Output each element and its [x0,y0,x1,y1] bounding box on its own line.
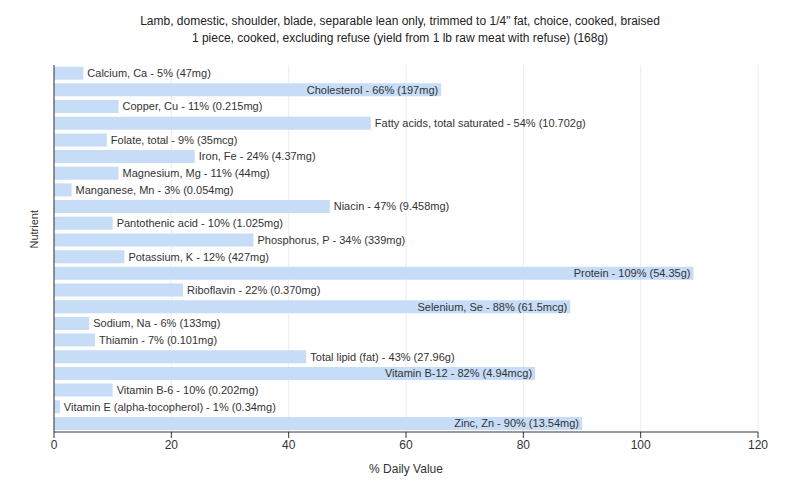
svg-text:Vitamin E (alpha-tocopherol) -: Vitamin E (alpha-tocopherol) - 1% (0.34m… [64,401,276,413]
svg-text:40: 40 [282,438,296,452]
svg-text:Vitamin B-6 - 10% (0.202mg): Vitamin B-6 - 10% (0.202mg) [117,384,259,396]
svg-text:Manganese, Mn - 3% (0.054mg): Manganese, Mn - 3% (0.054mg) [76,184,234,196]
svg-text:Niacin - 47% (9.458mg): Niacin - 47% (9.458mg) [334,200,450,212]
svg-text:Potassium, K - 12% (427mg): Potassium, K - 12% (427mg) [128,251,269,263]
svg-text:% Daily Value: % Daily Value [369,462,443,476]
svg-text:Fatty acids, total saturated -: Fatty acids, total saturated - 54% (10.7… [375,117,586,129]
svg-text:0: 0 [51,438,58,452]
svg-text:120: 120 [748,438,768,452]
svg-text:80: 80 [517,438,531,452]
svg-text:Zinc, Zn - 90% (13.54mg): Zinc, Zn - 90% (13.54mg) [454,417,579,429]
svg-text:Vitamin B-12 - 82% (4.94mcg): Vitamin B-12 - 82% (4.94mcg) [385,367,532,379]
svg-text:Nutrient: Nutrient [28,210,40,249]
svg-text:Riboflavin - 22% (0.370mg): Riboflavin - 22% (0.370mg) [187,284,320,296]
svg-text:Magnesium, Mg - 11% (44mg): Magnesium, Mg - 11% (44mg) [123,167,270,179]
svg-text:Cholesterol - 66% (197mg): Cholesterol - 66% (197mg) [307,84,438,96]
svg-text:Copper, Cu - 11% (0.215mg): Copper, Cu - 11% (0.215mg) [123,100,263,112]
svg-text:Iron, Fe - 24% (4.37mg): Iron, Fe - 24% (4.37mg) [199,150,316,162]
svg-text:Thiamin - 7% (0.101mg): Thiamin - 7% (0.101mg) [99,334,217,346]
svg-text:Calcium, Ca - 5% (47mg): Calcium, Ca - 5% (47mg) [87,67,210,79]
svg-text:60: 60 [399,438,413,452]
svg-text:Pantothenic acid - 10% (1.025m: Pantothenic acid - 10% (1.025mg) [117,217,283,229]
html-text:1 piece, cooked, excluding ref: 1 piece, cooked, excluding refuse (yield… [191,31,609,45]
svg-text:Folate, total - 9% (35mcg): Folate, total - 9% (35mcg) [111,134,238,146]
html-text:Lamb, domestic, shoulder, blad: Lamb, domestic, shoulder, blade, separab… [140,14,660,28]
svg-text:Sodium, Na - 6% (133mg): Sodium, Na - 6% (133mg) [93,317,220,329]
svg-text:100: 100 [631,438,651,452]
svg-text:20: 20 [165,438,179,452]
svg-text:Selenium, Se - 88% (61.5mcg): Selenium, Se - 88% (61.5mcg) [417,301,567,313]
svg-text:Total lipid (fat) - 43% (27.96: Total lipid (fat) - 43% (27.96g) [310,351,454,363]
svg-text:Phosphorus, P - 34% (339mg): Phosphorus, P - 34% (339mg) [257,234,405,246]
svg-text:Protein - 109% (54.35g): Protein - 109% (54.35g) [574,267,691,279]
